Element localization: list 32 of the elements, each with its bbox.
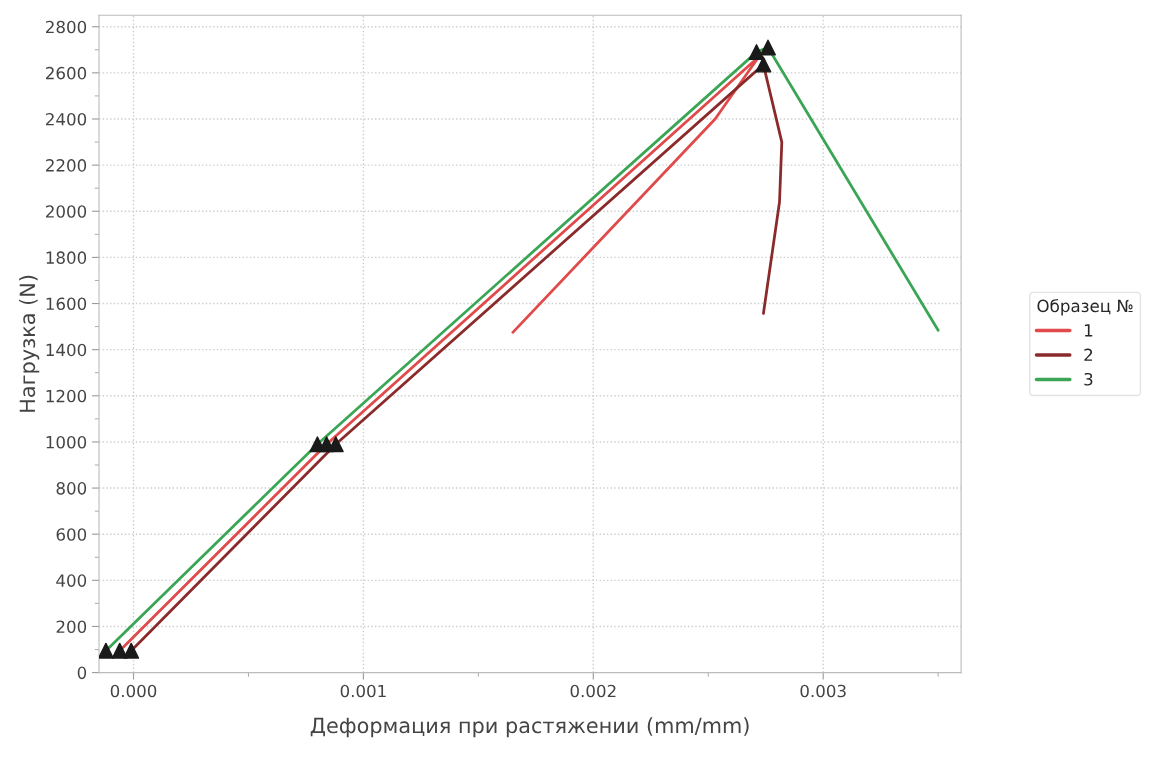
y-tick-label: 2800 xyxy=(46,20,87,34)
y-tick-label: 600 xyxy=(56,528,87,541)
y-tick-label: 1400 xyxy=(46,343,87,357)
y-tick-label: 0 xyxy=(77,666,87,680)
y-tick-label: 2200 xyxy=(46,159,87,172)
point xyxy=(760,39,776,56)
y-tick-label: 1000 xyxy=(46,435,87,449)
legend-title: Образец № xyxy=(1037,299,1133,316)
point xyxy=(111,642,128,659)
y-tick-label: 1800 xyxy=(46,251,87,264)
legend-label: 1 xyxy=(1084,324,1093,337)
point xyxy=(748,44,765,61)
x-tick-label: 0.003 xyxy=(800,684,846,698)
point xyxy=(327,436,344,453)
y-tick-label: 800 xyxy=(56,482,87,495)
y-tick-label: 1600 xyxy=(46,297,87,311)
point xyxy=(755,56,772,73)
x-tick-label: 0.002 xyxy=(570,684,616,698)
y-tick-label: 400 xyxy=(56,574,87,587)
y-tick-label: 2600 xyxy=(46,66,87,80)
point xyxy=(99,642,114,659)
y-tick-label: 1200 xyxy=(46,389,87,403)
y-axis-title: Нагрузка (N) xyxy=(19,275,40,412)
y-tick-label: 200 xyxy=(56,620,87,634)
x-tick-label: 0.000 xyxy=(110,684,157,698)
y-tick-label: 2400 xyxy=(46,112,87,126)
x-tick-label: 0.001 xyxy=(340,684,386,698)
legend-label: 2 xyxy=(1084,348,1093,361)
x-axis-title: Деформация при растяжении (mm/mm) xyxy=(310,717,749,738)
legend-label: 3 xyxy=(1084,372,1093,386)
y-tick-label: 2000 xyxy=(46,205,87,218)
point xyxy=(123,642,140,659)
